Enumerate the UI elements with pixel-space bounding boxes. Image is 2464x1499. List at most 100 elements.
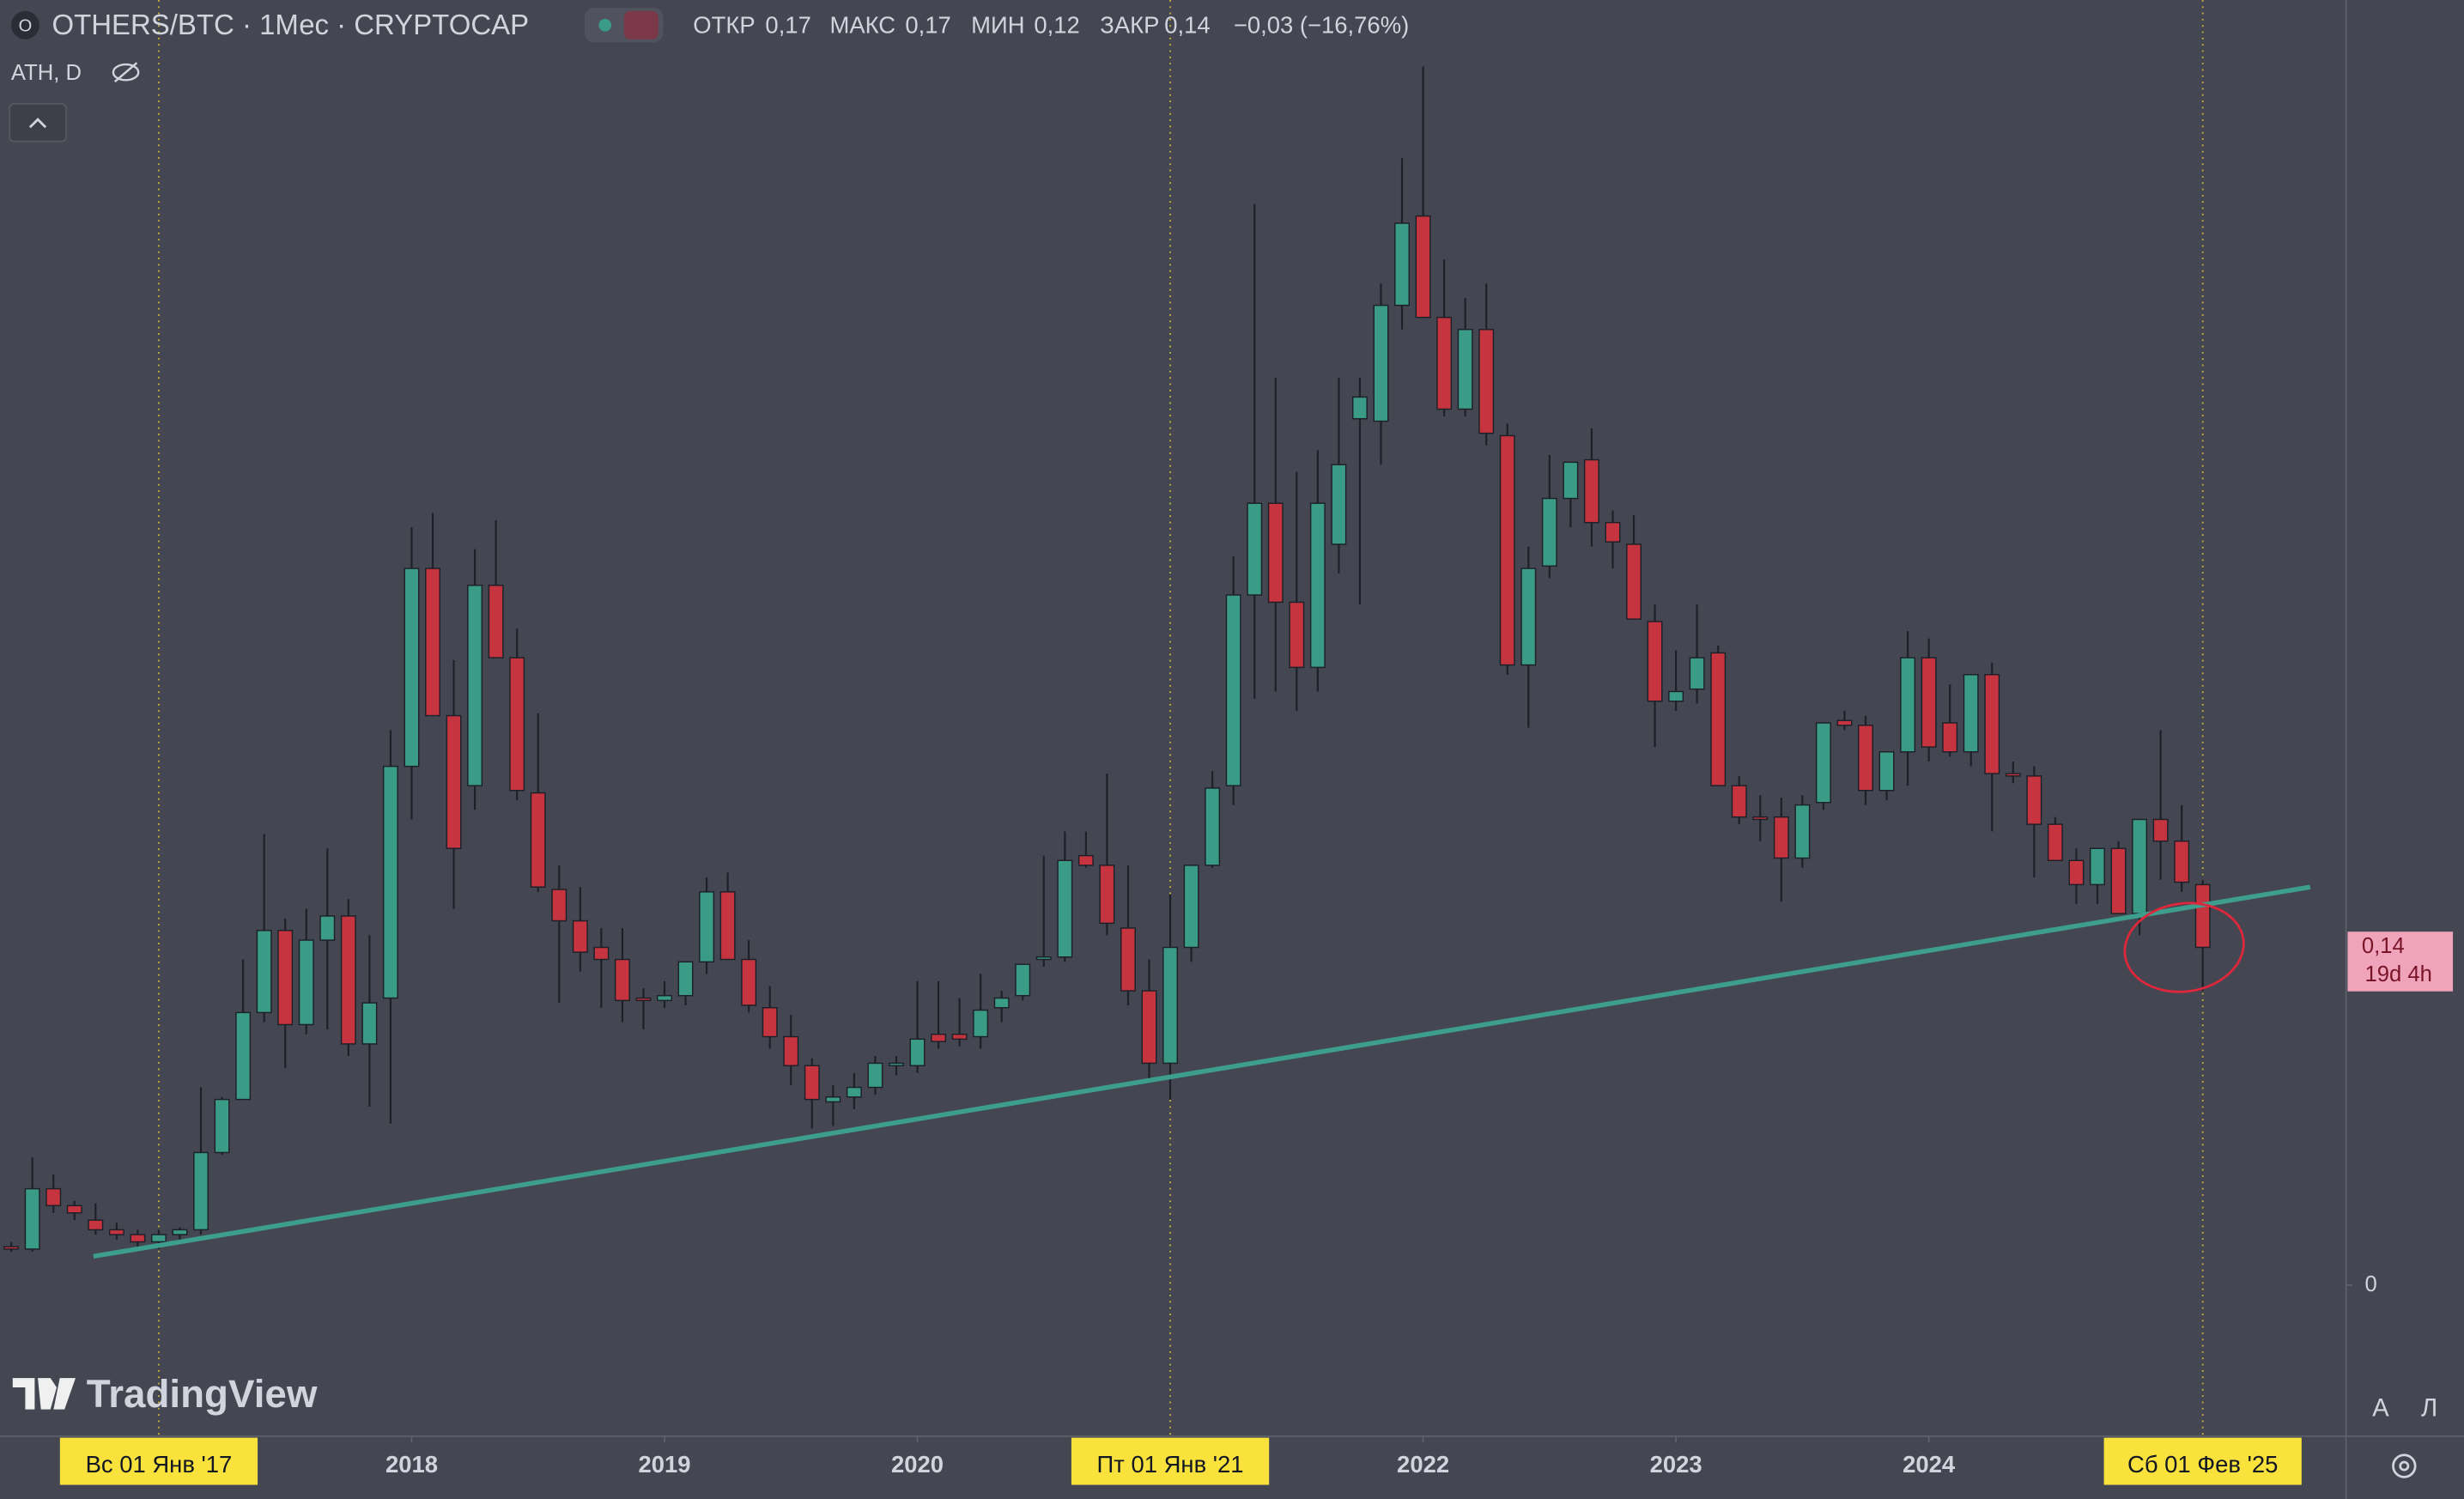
x-tick-highlight	[1071, 1437, 1270, 1485]
auto-scale-button[interactable]: А	[2372, 1393, 2389, 1422]
ohlc-value: 0,12	[1034, 11, 1079, 38]
candle-body	[530, 792, 546, 888]
ohlc-label: МИН	[971, 11, 1024, 38]
countdown: 19d 4h	[2365, 962, 2432, 986]
candle-body	[509, 657, 525, 792]
candle-body	[572, 919, 588, 953]
candle-body	[88, 1219, 104, 1231]
candle-body	[1247, 502, 1263, 596]
candle-body	[1794, 804, 1811, 859]
candle-body	[2005, 773, 2021, 777]
candle-body	[46, 1187, 62, 1207]
symbol-icon-letter: O	[19, 16, 33, 35]
candle-body	[783, 1035, 799, 1066]
candle-body	[3, 1246, 20, 1250]
price-label: 0,14	[2362, 934, 2405, 958]
x-tick-label: Вс 01 Янв '17	[86, 1451, 233, 1478]
ohlc-label: МАКС	[829, 11, 895, 38]
candle-body	[2026, 775, 2042, 825]
x-tick-highlight	[59, 1437, 258, 1485]
candle-body	[66, 1205, 82, 1214]
log-scale-button[interactable]: Л	[2421, 1393, 2437, 1422]
status-icon	[623, 10, 658, 39]
candle-body	[2132, 818, 2148, 914]
candle-body	[762, 1007, 778, 1038]
hand-drawn-circle	[2123, 901, 2245, 993]
candle-body	[1499, 434, 1515, 666]
candle-body	[1436, 316, 1453, 410]
candle-body	[319, 915, 336, 941]
status-dot	[598, 18, 612, 32]
candle-body	[130, 1234, 146, 1243]
ohlc-value: 0,17	[905, 11, 950, 38]
hide-icon[interactable]	[112, 62, 140, 83]
x-tick-label: 2020	[891, 1451, 944, 1478]
x-tick-label: 2019	[638, 1451, 690, 1478]
candle-body	[614, 958, 630, 1002]
candle-body	[551, 889, 567, 922]
candle-body	[719, 891, 736, 961]
candle-body	[1858, 725, 1873, 792]
indicator-label[interactable]: ATH, D	[11, 61, 82, 85]
collapse-button[interactable]	[9, 102, 67, 143]
candle-body	[361, 1002, 378, 1045]
candle-body	[298, 939, 314, 1026]
candle-body	[1141, 990, 1157, 1065]
candle-body	[1351, 396, 1368, 420]
candle-body	[1963, 674, 1979, 753]
candle-body	[1689, 657, 1705, 690]
watermark: TradingView	[87, 1372, 318, 1416]
candle-body	[1605, 521, 1621, 543]
candle-body	[1815, 722, 1831, 804]
candle-body	[1752, 816, 1769, 821]
candle-body	[108, 1229, 124, 1235]
candle-body	[1015, 963, 1031, 997]
candle-body	[1035, 956, 1052, 961]
candle-body	[1668, 690, 1684, 702]
candle-body	[804, 1065, 820, 1101]
candle-body	[1309, 502, 1326, 669]
candle-body	[1099, 865, 1115, 925]
candle-body	[1289, 601, 1305, 669]
candle-body	[909, 1038, 926, 1066]
candle-body	[2194, 883, 2211, 949]
trend-line	[93, 884, 2311, 1259]
candle-body	[635, 997, 652, 1002]
candle-body	[1942, 722, 1958, 753]
candle-body	[1583, 458, 1599, 524]
candle-body	[993, 997, 1010, 1009]
candle-body	[1773, 816, 1789, 859]
candle-body	[340, 915, 356, 1045]
candle-body	[24, 1187, 40, 1250]
y-tick-label: 0	[2365, 1272, 2377, 1296]
candle-body	[2174, 841, 2190, 883]
symbol-icon	[10, 10, 39, 39]
candle-body	[2068, 859, 2085, 886]
candle-body	[867, 1062, 883, 1089]
ohlc-value: 0,14	[1164, 11, 1210, 38]
candle-body	[973, 1009, 989, 1038]
candle-body	[150, 1234, 167, 1243]
collapse-chevron	[28, 118, 47, 129]
candle-body	[657, 994, 672, 1002]
candle-body	[404, 567, 420, 768]
candle-body	[1373, 304, 1389, 422]
candle-body	[256, 930, 272, 1014]
candle-body	[825, 1096, 841, 1103]
settings-icon[interactable]	[2392, 1453, 2417, 1478]
ohlc-label: ОТКР	[693, 11, 755, 38]
candle-body	[235, 1011, 252, 1101]
candle-body	[889, 1062, 904, 1066]
candle-body	[172, 1229, 188, 1235]
candle-body	[214, 1098, 230, 1154]
candle-body	[1225, 594, 1241, 786]
candle-body	[1415, 215, 1431, 319]
candle-body	[446, 714, 462, 849]
symbol-title[interactable]: OTHERS/BTC · 1Мес · CRYPTOCAP	[52, 9, 530, 40]
candle-body	[1647, 621, 1663, 702]
candle-body	[382, 765, 398, 999]
candle-body	[1077, 854, 1094, 866]
candle-body	[741, 958, 757, 1006]
